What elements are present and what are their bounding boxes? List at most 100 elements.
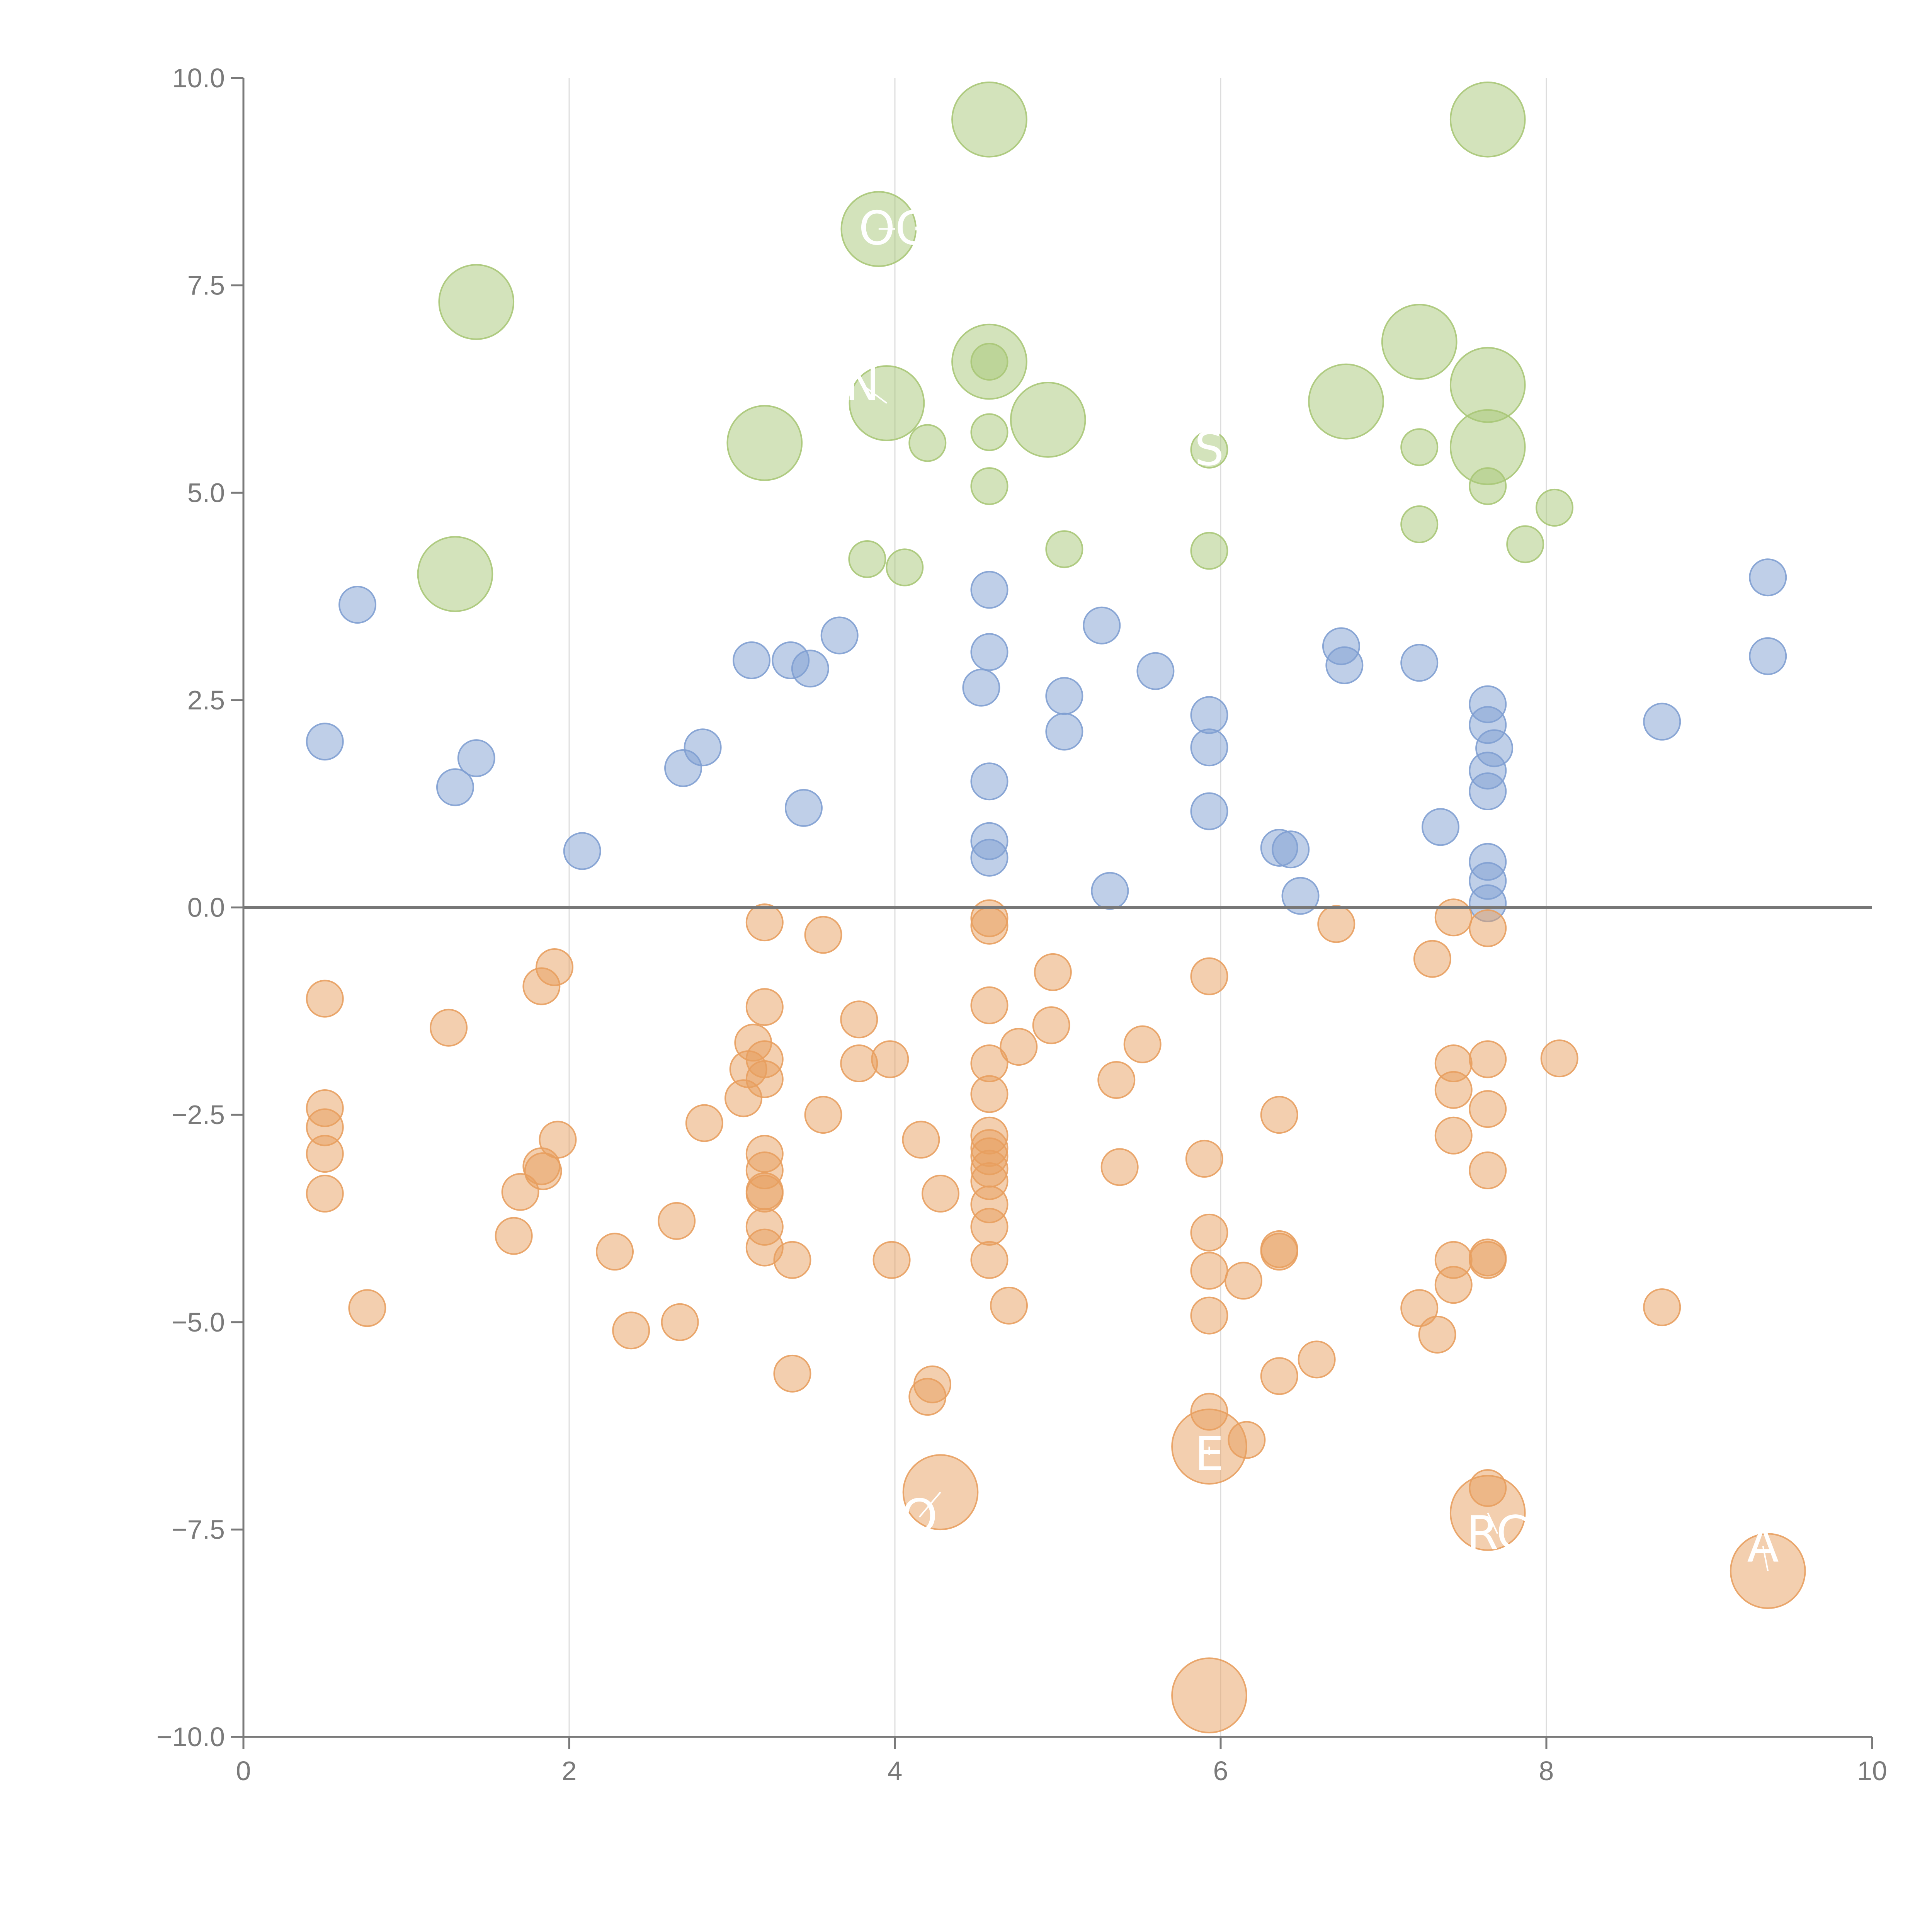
- scatter-point-series-3: [1190, 1252, 1228, 1290]
- scatter-point-series-3: [1225, 1262, 1263, 1300]
- scatter-point-series-3: [1469, 1241, 1507, 1279]
- scatter-point-series-3: [1469, 1151, 1507, 1189]
- scatter-point-series-3: [745, 1175, 784, 1213]
- scatter-point-series-3: [1434, 1071, 1473, 1109]
- scatter-point-series-2: [1400, 505, 1439, 543]
- axes: 10.0 7.5 5.0 2.5 0.0 −2.5 −5.0 −7.5 −10.0 0 2 4 6 8 10: [156, 63, 1887, 1786]
- scatter-point-series-1: [784, 789, 823, 827]
- scatter-point-series-3: [501, 1173, 539, 1211]
- scatter-point-series-2: [1010, 382, 1086, 458]
- scatter-point-series-3: [1260, 1233, 1298, 1271]
- y-tick-label: 5.0: [187, 478, 225, 508]
- scatter-point-series-3: [902, 1121, 940, 1159]
- scatter-point-series-3: [773, 1241, 811, 1279]
- x-tick-label: 6: [1213, 1756, 1228, 1786]
- scatter-point-series-2: [848, 540, 886, 578]
- scatter-point-series-1: [1281, 877, 1320, 915]
- scatter-point-series-3: [685, 1104, 723, 1142]
- scatter-point-series-3: [922, 1175, 960, 1213]
- scatter-point-series-1: [1091, 872, 1129, 910]
- scatter-point-series-3: [970, 906, 1009, 945]
- scatter-point-series-3: [745, 988, 784, 1026]
- scatter-point-series-3: [990, 1286, 1028, 1325]
- y-tick-label: −7.5: [172, 1514, 225, 1544]
- scatter-point-series-3: [430, 1009, 468, 1047]
- scatter-point-series-1: [733, 641, 771, 679]
- scatter-point-series-3: [970, 1208, 1009, 1246]
- scatter-point-series-3: [804, 1096, 842, 1134]
- scatter-point-series-2: [951, 81, 1027, 158]
- scatter-point-series-2: [886, 548, 924, 587]
- scatter-point-series-1: [970, 838, 1009, 877]
- scatter-point-series-3: [1171, 1657, 1247, 1734]
- annotation-label: OG: [859, 202, 931, 256]
- scatter-point-series-2: [970, 467, 1009, 505]
- scatter-point-series-3: [840, 1000, 878, 1039]
- scatter-point-series-1: [457, 739, 495, 777]
- y-tick-label: 7.5: [187, 270, 225, 301]
- scatter-point-series-1: [563, 832, 601, 870]
- scatter-point-series-1: [1190, 696, 1228, 734]
- scatter-point-series-3: [1190, 1393, 1228, 1431]
- scatter-point-series-2: [1536, 488, 1574, 527]
- scatter-point-series-3: [1469, 909, 1507, 947]
- scatter-point-series-3: [1260, 1357, 1298, 1395]
- scatter-point-series-1: [1422, 808, 1460, 846]
- scatter-point-series-2: [970, 343, 1009, 381]
- scatter-point-series-1: [1643, 702, 1681, 741]
- x-tick-label: 2: [562, 1756, 577, 1786]
- scatter-point-series-1: [1749, 637, 1787, 675]
- annotation-label: N: [845, 358, 880, 412]
- scatter-point-series-2: [970, 413, 1009, 451]
- scatter-point-series-3: [1400, 1289, 1439, 1327]
- scatter-point-series-3: [1032, 1006, 1070, 1044]
- scatter-point-series-3: [1000, 1028, 1038, 1066]
- point-labels: OG N S E O RC A: [845, 202, 1779, 1573]
- scatter-point-series-1: [962, 668, 1000, 707]
- scatter-point-series-2: [1190, 532, 1228, 570]
- y-tick-label: 10.0: [172, 63, 225, 93]
- annotation-label: A: [1747, 1519, 1779, 1573]
- scatter-point-series-3: [306, 1175, 344, 1213]
- y-tick-label: 0.0: [187, 893, 225, 923]
- scatter-point-series-1: [1083, 606, 1121, 645]
- scatter-point-series-3: [1469, 1469, 1507, 1507]
- scatter-point-series-2: [417, 536, 493, 612]
- scatter-point-series-2: [908, 424, 947, 462]
- scatter-point-series-3: [661, 1303, 699, 1341]
- scatter-point-series-3: [596, 1233, 634, 1271]
- scatter-point-series-2: [726, 405, 803, 481]
- scatter-point-series-1: [1136, 652, 1175, 690]
- scatter-point-series-3: [908, 1378, 947, 1416]
- x-tick-label: 0: [236, 1756, 251, 1786]
- scatter-point-series-3: [872, 1241, 911, 1279]
- scatter-point-series-3: [970, 1241, 1009, 1279]
- scatter-point-series-3: [1185, 1139, 1223, 1178]
- scatter-point-series-1: [1272, 830, 1310, 869]
- scatter-point-series-1: [1469, 772, 1507, 810]
- scatter-point-series-2: [1506, 525, 1544, 563]
- y-tick-label: −5.0: [172, 1307, 225, 1337]
- scatter-point-series-3: [1123, 1025, 1162, 1063]
- scatter-point-series-3: [306, 980, 344, 1018]
- scatter-point-series-3: [1228, 1421, 1266, 1459]
- scatter-point-series-1: [1045, 713, 1083, 751]
- annotation-label: RC: [1466, 1507, 1529, 1560]
- scatter-point-series-1: [791, 650, 829, 688]
- y-tick-label: −10.0: [156, 1722, 225, 1752]
- y-tick-label: 2.5: [187, 685, 225, 715]
- scatter-point-series-1: [970, 762, 1009, 801]
- annotation-leader: [862, 384, 888, 404]
- scatter-point-series-1: [970, 571, 1009, 609]
- data-points: [306, 81, 1806, 1734]
- scatter-point-series-3: [1434, 1266, 1473, 1304]
- scatter-point-series-2: [1190, 430, 1228, 469]
- scatter-point-series-3: [1298, 1340, 1336, 1379]
- scatter-point-series-2: [1045, 530, 1083, 568]
- scatter-point-series-3: [871, 1040, 909, 1078]
- scatter-point-series-2: [1381, 304, 1458, 380]
- annotation-label: E: [1195, 1428, 1224, 1481]
- scatter-point-series-3: [1469, 1040, 1507, 1078]
- scatter-point-series-1: [1325, 646, 1364, 684]
